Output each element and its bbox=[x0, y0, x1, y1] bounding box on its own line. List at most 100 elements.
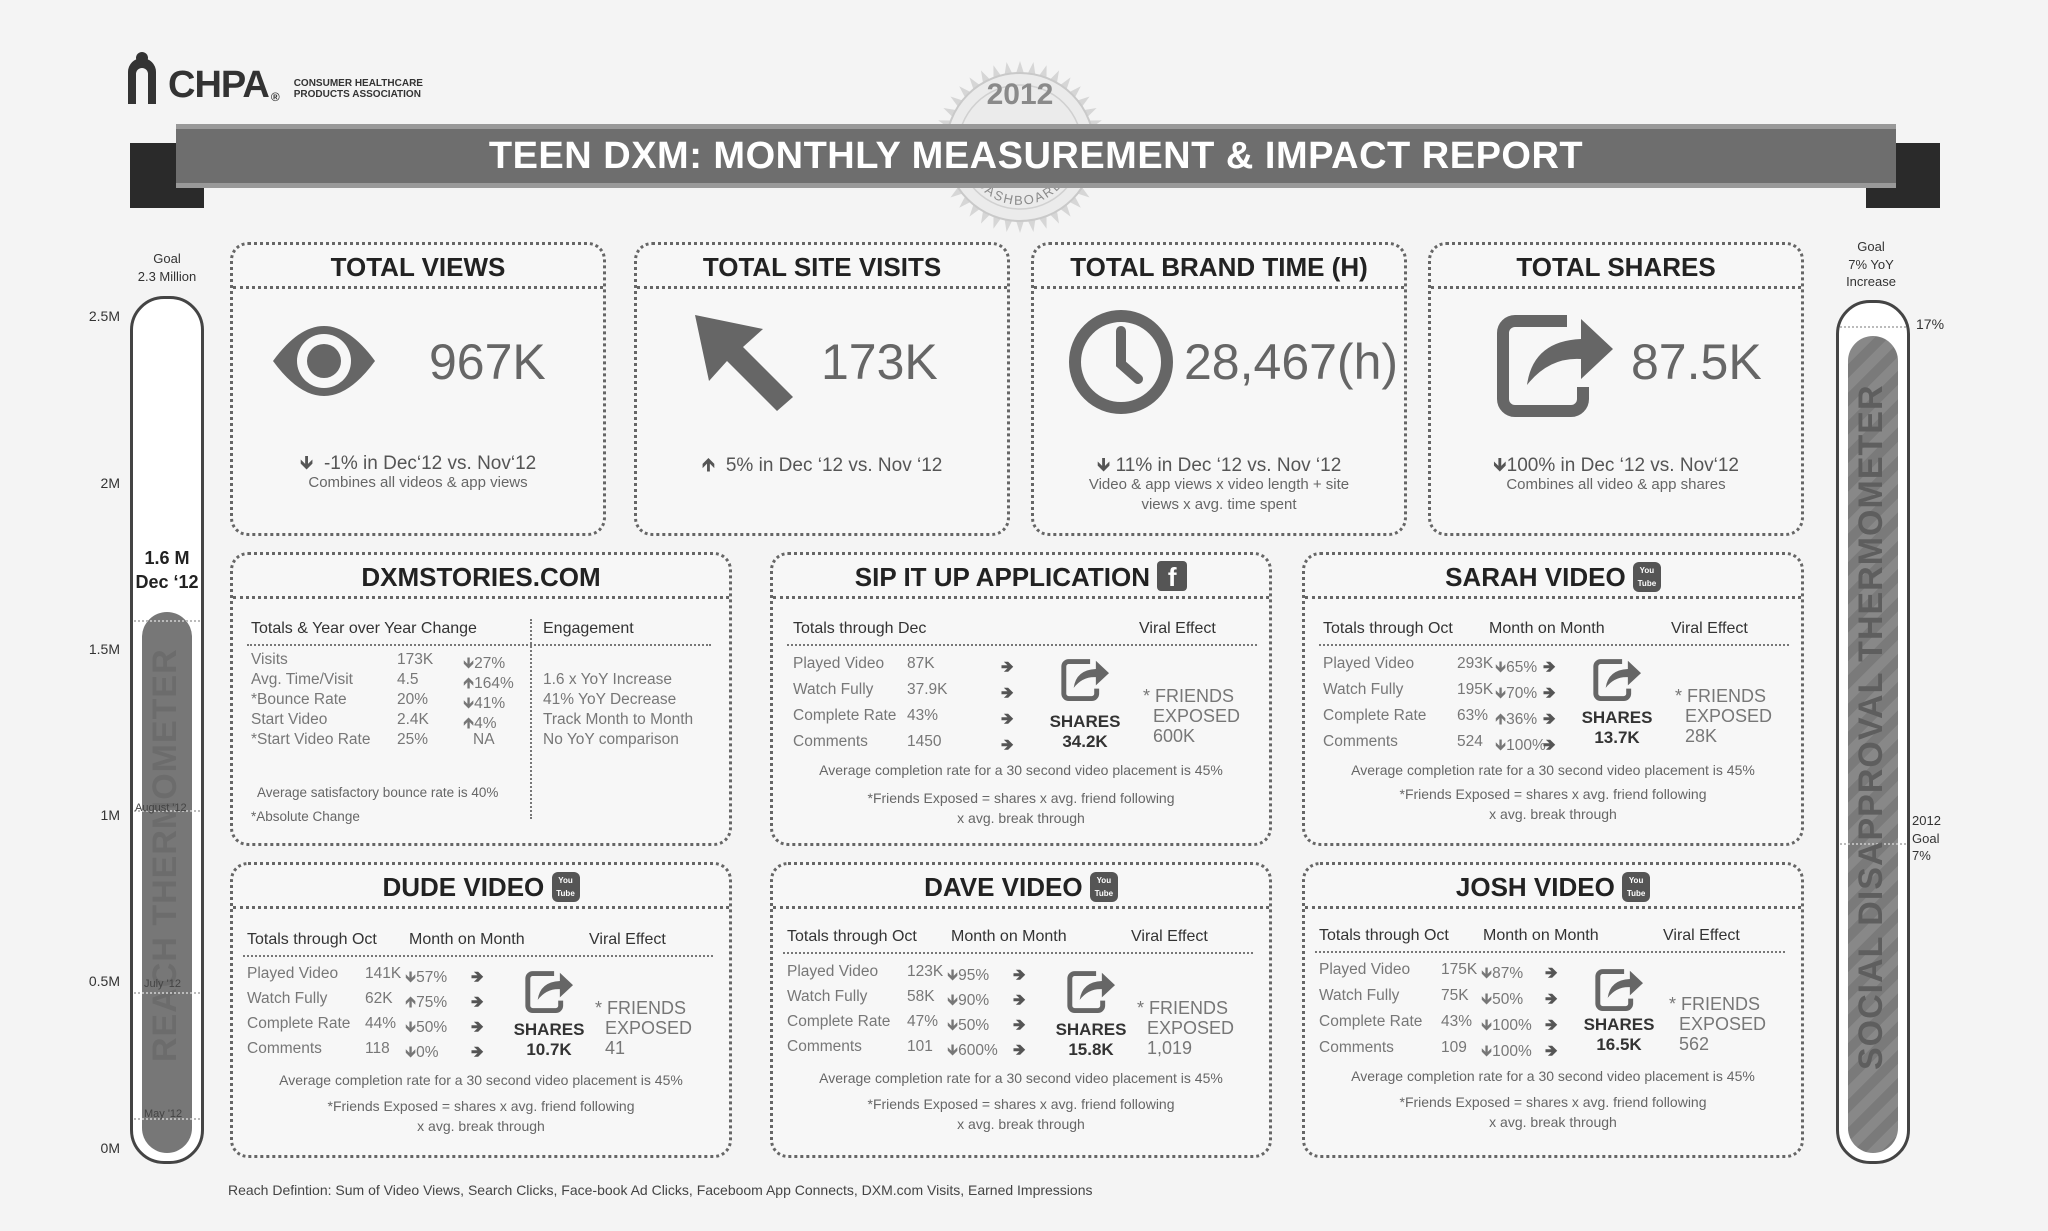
total-views-title: TOTAL VIEWS bbox=[233, 245, 603, 289]
youtube-icon: You Tube bbox=[1632, 562, 1661, 592]
table-row: Complete Rate 43% 🡺 bbox=[773, 707, 1053, 729]
table-row: Watch Fully 58K 🡻90% 🡺 bbox=[773, 988, 1053, 1010]
sarah-friends: * FRIENDS EXPOSED 28K bbox=[1675, 686, 1773, 746]
sarah-note: Average completion rate for a 30 second … bbox=[1351, 762, 1755, 778]
josh-head-left: Totals through Oct bbox=[1319, 927, 1449, 944]
table-row: Avg. Time/Visit 4.5 🡹164% 1.6 x YoY Increas… bbox=[251, 671, 721, 692]
reach-mark-line bbox=[134, 1118, 200, 1120]
dave-video-panel: DAVE VIDEO You Tube Totals through Oct Mo… bbox=[770, 862, 1272, 1158]
row-change: 🡹4% bbox=[463, 711, 497, 738]
right-arrow-icon: 🡺 bbox=[1545, 991, 1558, 1008]
dave-friends-line2: EXPOSED bbox=[1147, 1017, 1235, 1038]
youtube-icon: You Tube bbox=[1622, 872, 1651, 902]
dude-friends: * FRIENDS EXPOSED 41 bbox=[595, 998, 693, 1058]
row-label: Complete Rate bbox=[787, 1013, 891, 1030]
share-icon bbox=[1497, 315, 1613, 417]
table-row: Watch Fully 62K 🡹75% 🡺 bbox=[233, 990, 513, 1012]
row-label: Played Video bbox=[787, 963, 879, 980]
sarah-friends-line2: EXPOSED bbox=[1685, 705, 1773, 726]
row-label: Played Video bbox=[1323, 655, 1415, 672]
sarah-header-divider bbox=[1319, 644, 1789, 646]
row-engagement: 1.6 x YoY Increase bbox=[543, 671, 672, 688]
total-site-visits-value: 173K bbox=[821, 334, 938, 390]
dude-friends-line2: EXPOSED bbox=[605, 1017, 693, 1038]
social-thermometer-tube bbox=[1836, 300, 1910, 1164]
dxmstories-footnote: *Absolute Change bbox=[251, 809, 360, 824]
dave-shares-value: 15.8K bbox=[1068, 1040, 1114, 1060]
down-arrow-icon: 🡻 bbox=[405, 1044, 417, 1061]
dude-formula-line2: x avg. break through bbox=[417, 1117, 545, 1134]
dude-formula: *Friends Exposed = shares x avg. friend … bbox=[233, 1097, 729, 1136]
dave-head-mid: Month on Month bbox=[951, 928, 1067, 945]
right-arrow-icon: 🡺 bbox=[1545, 1017, 1558, 1034]
josh-video-panel: JOSH VIDEO You Tube Totals through Oct Mo… bbox=[1302, 862, 1804, 1158]
reach-axis-tick: 0.5M bbox=[88, 973, 120, 989]
total-shares-sub: Combines all video & app shares bbox=[1506, 476, 1726, 493]
report-title-banner: TEEN DXM: MONTHLY MEASUREMENT & IMPACT R… bbox=[176, 124, 1896, 188]
down-arrow-icon: 🡻 bbox=[1481, 1043, 1493, 1060]
row-label: Watch Fully bbox=[793, 681, 874, 698]
share-icon bbox=[1061, 659, 1109, 701]
reach-goal-label: Goal 2.3 Million bbox=[124, 250, 210, 285]
reach-current-value: 1.6 M Dec ‘12 bbox=[124, 546, 210, 595]
row-value: 37.9K bbox=[907, 681, 948, 698]
clock-icon bbox=[1069, 310, 1173, 414]
social-top-label: 17% bbox=[1916, 316, 1945, 332]
down-arrow-icon: 🡻 bbox=[1481, 1017, 1493, 1034]
row-change: 🡻0% bbox=[405, 1040, 439, 1067]
row-change: NA bbox=[463, 731, 495, 749]
down-arrow-icon: 🡻 bbox=[1495, 685, 1507, 702]
down-arrow-icon: 🡻 bbox=[1495, 659, 1507, 676]
table-row: Played Video 123K 🡻95% 🡺 bbox=[773, 963, 1053, 985]
dude-shares: SHARES 10.7K bbox=[499, 1020, 599, 1061]
social-goal-marker-line3: 7% bbox=[1912, 848, 1931, 864]
up-arrow-icon: 🡹 bbox=[463, 675, 475, 692]
dave-video-title: DAVE VIDEO You Tube bbox=[773, 865, 1269, 909]
down-arrow-icon: 🡻 bbox=[299, 453, 314, 474]
right-arrow-icon: 🡺 bbox=[471, 994, 484, 1011]
sarah-formula-line1: *Friends Exposed = shares x avg. friend … bbox=[1399, 786, 1707, 802]
social-goal-marker-line1: 2012 bbox=[1912, 813, 1941, 828]
table-row: Comments 1450 🡺 bbox=[773, 733, 1053, 755]
row-change-text: 164% bbox=[474, 675, 514, 692]
logo-sub-line2: PRODUCTS ASSOCIATION bbox=[293, 88, 421, 100]
reach-axis-tick: 2M bbox=[100, 475, 120, 491]
row-value: 141K bbox=[365, 965, 402, 982]
row-change: 🡻87% bbox=[1481, 961, 1523, 988]
sarah-head-left: Totals through Oct bbox=[1323, 620, 1453, 637]
row-label: Comments bbox=[793, 733, 868, 750]
sipitup-friends-line2: EXPOSED bbox=[1153, 705, 1241, 726]
logo-sub-line1: CONSUMER HEALTHCARE bbox=[293, 78, 423, 89]
social-thermometer-label: SOCIAL DISAPPROVAL THERMOMETER bbox=[1852, 384, 1890, 1071]
dave-shares-label: SHARES bbox=[1055, 1020, 1127, 1039]
row-value: 43% bbox=[1441, 1013, 1473, 1030]
josh-formula: *Friends Exposed = shares x avg. friend … bbox=[1305, 1093, 1801, 1132]
right-arrow-icon: 🡺 bbox=[1543, 737, 1556, 754]
down-arrow-icon: 🡻 bbox=[947, 967, 959, 984]
up-arrow-icon: 🡹 bbox=[463, 715, 475, 732]
dave-formula-line1: *Friends Exposed = shares x avg. friend … bbox=[867, 1096, 1175, 1112]
josh-formula-line2: x avg. break through bbox=[1489, 1113, 1617, 1130]
total-shares-change-text: 100% in Dec ‘12 vs. Nov‘12 bbox=[1506, 455, 1739, 476]
reach-current-line1: 1.6 M bbox=[144, 548, 190, 568]
total-brand-time-title: TOTAL BRAND TIME (H) bbox=[1034, 245, 1404, 289]
reach-mark-line bbox=[134, 810, 200, 812]
dave-head-right: Viral Effect bbox=[1131, 928, 1208, 945]
table-row: Played Video 87K 🡺 bbox=[773, 655, 1053, 677]
logo-registered-mark: ® bbox=[270, 90, 280, 104]
row-label: Start Video bbox=[251, 711, 328, 728]
social-goal-marker: 2012 Goal 7% bbox=[1912, 812, 1958, 865]
row-change-text: 87% bbox=[1492, 965, 1524, 982]
row-value: 20% bbox=[397, 691, 429, 708]
row-label: Visits bbox=[251, 651, 288, 668]
total-shares-value: 87.5K bbox=[1631, 334, 1762, 390]
reach-thermometer-tube bbox=[130, 296, 204, 1164]
row-label: Comments bbox=[787, 1038, 862, 1055]
sipitup-friends-line1: * FRIENDS bbox=[1143, 686, 1235, 706]
dxmstories-head-left: Totals & Year over Year Change bbox=[251, 620, 477, 637]
josh-friends: * FRIENDS EXPOSED 562 bbox=[1669, 994, 1766, 1054]
right-arrow-icon: 🡺 bbox=[1001, 685, 1014, 702]
sarah-video-title: SARAH VIDEO You Tube bbox=[1305, 555, 1801, 599]
reach-mark-august: August '12 bbox=[135, 802, 187, 814]
reach-axis-tick: 1.5M bbox=[88, 641, 120, 657]
